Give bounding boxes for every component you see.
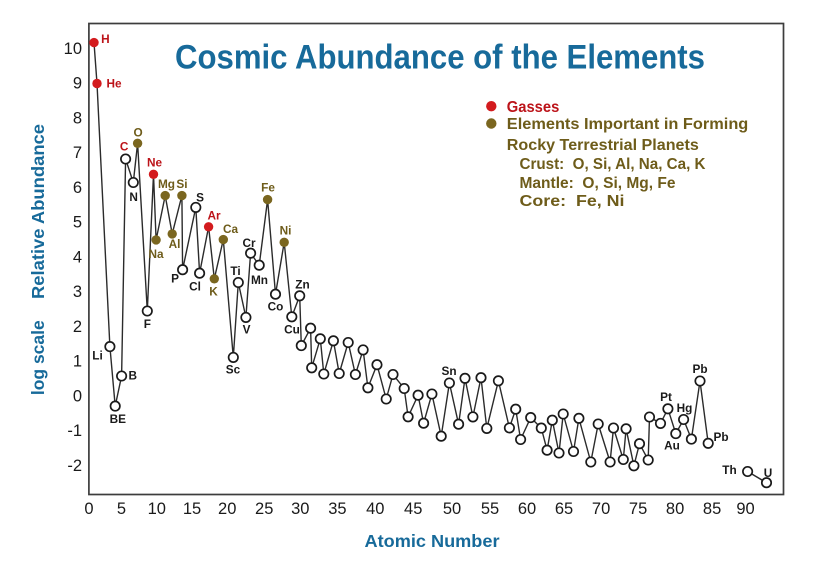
svg-text:Co: Co <box>268 300 284 314</box>
svg-text:Al: Al <box>169 237 181 251</box>
svg-text:Pb: Pb <box>713 430 728 444</box>
svg-text:BE: BE <box>110 412 127 426</box>
svg-text:log scale: log scale <box>28 320 48 395</box>
svg-text:Ne: Ne <box>147 156 163 170</box>
svg-text:H: H <box>101 32 110 46</box>
svg-text:Au: Au <box>664 439 680 453</box>
svg-text:5: 5 <box>73 214 82 232</box>
svg-text:Si: Si <box>176 177 187 191</box>
svg-text:80: 80 <box>666 500 684 518</box>
svg-text:Ca: Ca <box>223 222 239 236</box>
svg-text:Atomic Number: Atomic Number <box>365 531 500 551</box>
svg-text:9: 9 <box>73 75 82 93</box>
svg-text:U: U <box>764 466 773 480</box>
svg-text:60: 60 <box>518 500 536 518</box>
svg-text:Pb: Pb <box>692 362 707 376</box>
svg-text:Sc: Sc <box>226 363 241 377</box>
svg-text:10: 10 <box>64 40 82 58</box>
svg-text:Sn: Sn <box>441 364 456 378</box>
svg-text:25: 25 <box>255 500 273 518</box>
svg-text:Cl: Cl <box>189 280 201 294</box>
svg-text:35: 35 <box>328 500 346 518</box>
svg-text:Crust: O, Si, Al, Na, Ca, K: Crust: O, Si, Al, Na, Ca, K <box>520 156 707 173</box>
svg-text:5: 5 <box>117 500 126 518</box>
svg-text:Cr: Cr <box>242 236 256 250</box>
svg-text:Zn: Zn <box>295 278 309 292</box>
svg-text:6: 6 <box>73 179 82 197</box>
svg-text:Ni: Ni <box>280 224 292 238</box>
svg-text:Mn: Mn <box>251 273 268 287</box>
svg-text:Mg: Mg <box>158 177 175 191</box>
svg-text:Na: Na <box>148 247 164 261</box>
svg-text:He: He <box>106 77 122 91</box>
svg-text:C: C <box>120 140 129 154</box>
svg-text:0: 0 <box>73 388 82 406</box>
svg-text:-2: -2 <box>67 457 82 475</box>
svg-text:Core: Fe, Ni: Core: Fe, Ni <box>520 193 625 210</box>
svg-text:Rocky Terrestrial Planets: Rocky Terrestrial Planets <box>507 137 699 154</box>
svg-text:90: 90 <box>736 500 754 518</box>
svg-text:4: 4 <box>73 248 82 266</box>
svg-text:Pt: Pt <box>660 390 672 404</box>
svg-text:K: K <box>209 285 218 299</box>
svg-text:Th: Th <box>722 463 736 477</box>
svg-text:75: 75 <box>629 500 647 518</box>
svg-text:10: 10 <box>148 500 166 518</box>
svg-text:Ar: Ar <box>207 209 221 223</box>
svg-text:N: N <box>129 190 138 204</box>
svg-text:50: 50 <box>443 500 461 518</box>
svg-text:B: B <box>129 369 138 383</box>
svg-text:40: 40 <box>366 500 384 518</box>
svg-text:1: 1 <box>73 353 82 371</box>
svg-text:70: 70 <box>592 500 610 518</box>
svg-text:Cosmic Abundance of the Elemen: Cosmic Abundance of the Elements <box>175 39 705 77</box>
svg-text:55: 55 <box>481 500 499 518</box>
svg-text:45: 45 <box>404 500 422 518</box>
svg-text:7: 7 <box>73 144 82 162</box>
svg-text:15: 15 <box>183 500 201 518</box>
svg-text:65: 65 <box>555 500 573 518</box>
svg-text:Relative Abundance: Relative Abundance <box>28 124 48 299</box>
svg-text:Cu: Cu <box>284 323 300 337</box>
svg-text:Hg: Hg <box>677 401 693 415</box>
svg-text:85: 85 <box>703 500 721 518</box>
svg-text:20: 20 <box>218 500 236 518</box>
svg-text:Ti: Ti <box>230 264 240 278</box>
svg-text:Mantle: O, Si, Mg, Fe: Mantle: O, Si, Mg, Fe <box>520 175 676 192</box>
svg-text:Fe: Fe <box>261 181 275 195</box>
svg-text:Li: Li <box>92 349 102 363</box>
svg-text:-1: -1 <box>67 422 82 440</box>
svg-text:O: O <box>134 125 143 139</box>
svg-text:3: 3 <box>73 283 82 301</box>
svg-text:8: 8 <box>73 109 82 127</box>
svg-text:P: P <box>171 272 179 286</box>
svg-text:V: V <box>243 323 251 337</box>
svg-text:F: F <box>144 317 151 331</box>
svg-text:2: 2 <box>73 318 82 336</box>
svg-text:0: 0 <box>84 500 93 518</box>
svg-text:30: 30 <box>291 500 309 518</box>
svg-text:Elements Important in Forming: Elements Important in Forming <box>507 116 749 133</box>
svg-text:Gasses: Gasses <box>507 99 560 116</box>
svg-text:S: S <box>196 191 204 205</box>
